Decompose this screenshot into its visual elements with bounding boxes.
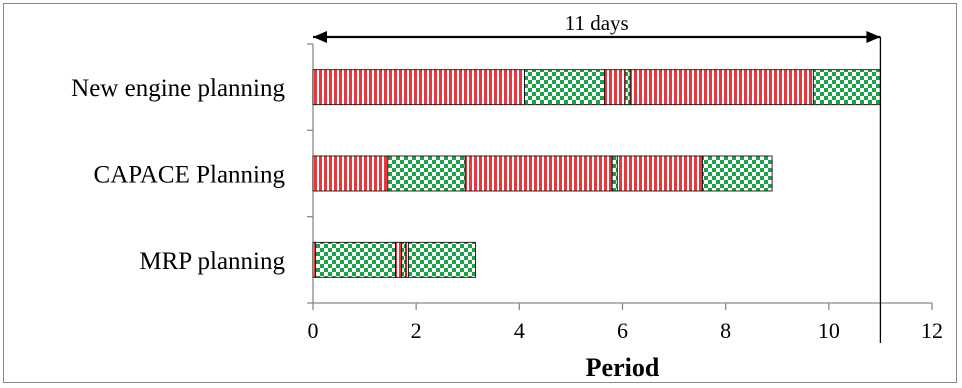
annotation-arrowhead-right (866, 31, 881, 43)
x-tick-label: 0 (308, 318, 319, 343)
category-label: MRP planning (139, 248, 285, 275)
category-label: CAPACE Planning (94, 162, 286, 189)
gantt-chart: 0 2 4 6 8 10 12 Period New engine planning CAPACE… (71, 11, 943, 382)
annotation-label: 11 days (565, 11, 629, 35)
bar-segment-green (812, 69, 881, 106)
bar-segment-green (624, 69, 631, 106)
chart-frame: 0 2 4 6 8 10 12 Period New engine planning CAPACE… (3, 3, 957, 383)
bar-segment-red (629, 69, 814, 106)
category-label: New engine planning (71, 75, 285, 102)
x-axis-title: Period (586, 353, 660, 382)
bar-segment-red (464, 155, 613, 192)
x-tick-label: 4 (514, 318, 525, 343)
bar-segment-green (401, 241, 407, 278)
x-tick-label: 6 (617, 318, 628, 343)
x-tick-label: 12 (921, 318, 943, 343)
bar-segment-red (616, 155, 703, 192)
bar-segment-red (603, 69, 626, 106)
bar-segment-red (312, 155, 389, 192)
x-tick-label: 2 (411, 318, 422, 343)
x-tick-label: 8 (720, 318, 731, 343)
annotation-arrowhead-left (313, 31, 327, 43)
bar-segment-green (407, 241, 476, 278)
bar-segment-red (312, 69, 525, 106)
bar-segment-red (395, 241, 403, 278)
x-tick-label: 10 (818, 318, 840, 343)
bar-segment-green (702, 155, 773, 192)
bar-segment-green (315, 241, 396, 278)
bar-segment-green (611, 155, 618, 192)
bar-segment-green (524, 69, 605, 106)
bar-segment-green (387, 155, 466, 192)
